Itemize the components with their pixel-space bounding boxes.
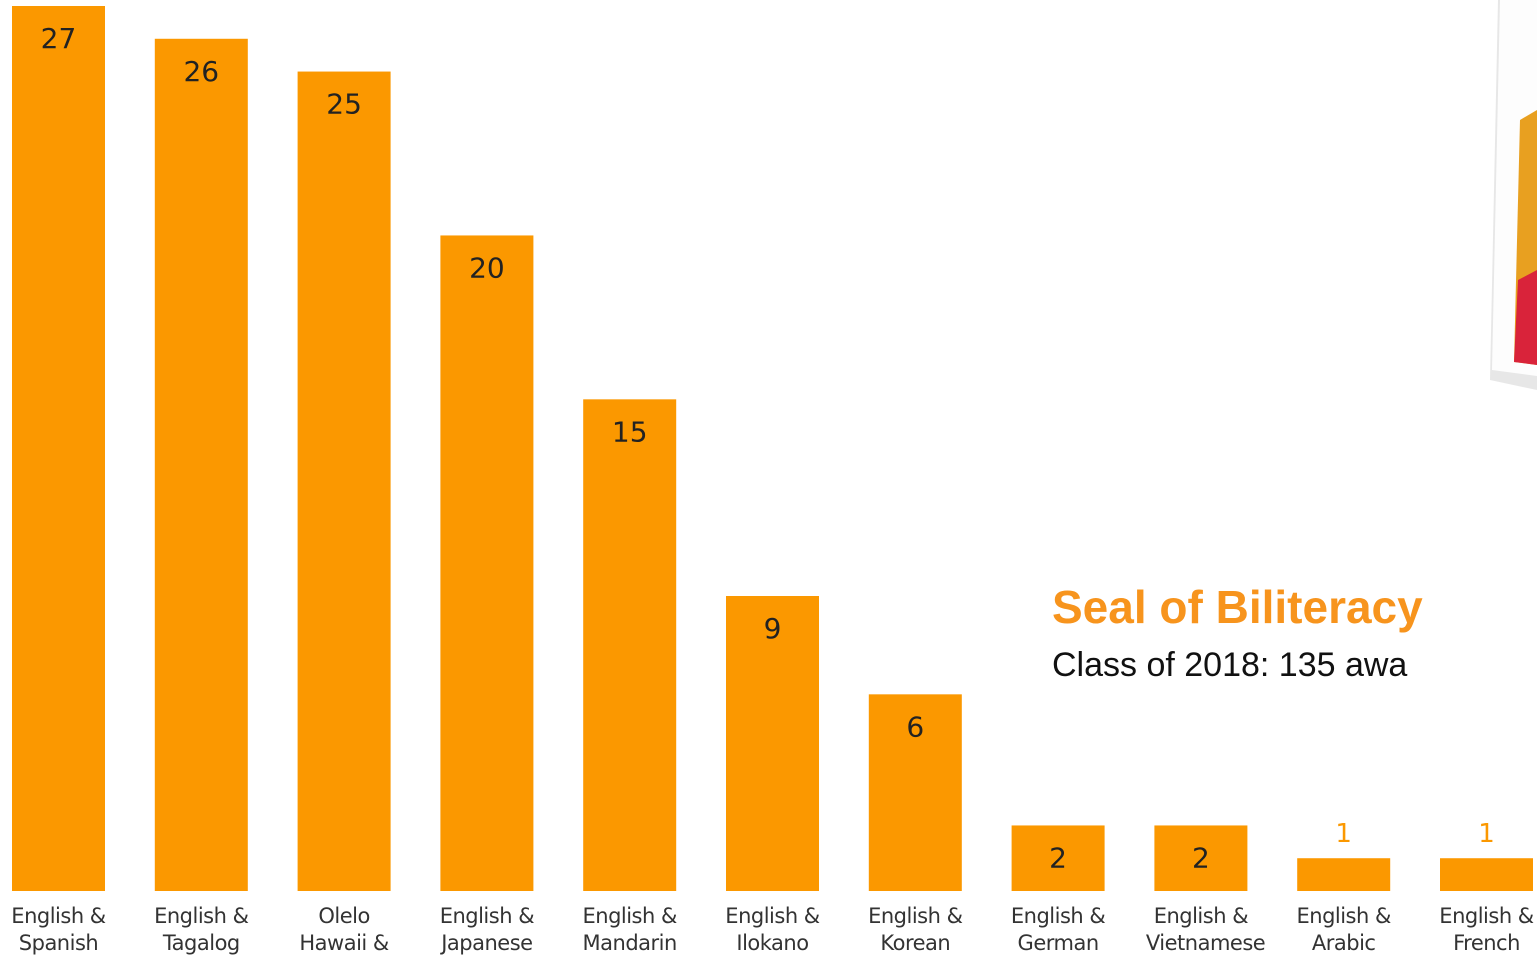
bar <box>440 235 534 891</box>
x-tick-label: English & Arabic <box>1296 904 1391 955</box>
x-tick-label: Olelo Hawaii & English <box>299 904 389 959</box>
value-label: 2 <box>1192 841 1210 874</box>
bar <box>1011 825 1105 891</box>
value-label: 26 <box>183 55 219 88</box>
bar <box>583 399 677 891</box>
bar <box>726 596 819 891</box>
x-tick-label: English & Mandarin <box>582 904 677 955</box>
bar <box>1297 858 1391 891</box>
bar <box>297 71 391 892</box>
bar <box>868 694 962 891</box>
value-label: 9 <box>764 612 782 645</box>
value-label: 1 <box>1478 819 1495 849</box>
value-label: 25 <box>326 88 362 121</box>
x-tick-label: English & Vietnamese <box>1145 904 1266 955</box>
photo-image-detail <box>1514 270 1537 365</box>
photo <box>1490 0 1537 390</box>
x-tick-label: English & German <box>1010 904 1106 955</box>
x-tick-label: English & French <box>1439 904 1534 955</box>
bar <box>1154 825 1248 891</box>
value-label: 2 <box>1049 841 1067 874</box>
chart-title: Seal of Biliteracy <box>1052 581 1423 633</box>
bar <box>154 38 248 892</box>
value-label: 27 <box>41 22 77 55</box>
x-tick-label: English & Tagalog <box>154 904 249 955</box>
bar <box>12 6 105 891</box>
x-tick-label: English & Korean <box>868 904 963 955</box>
x-tick-label: English & Japanese <box>439 904 535 955</box>
value-label: 15 <box>612 415 648 448</box>
value-label: 6 <box>906 710 924 743</box>
x-tick-label: English & Spanish <box>11 904 106 955</box>
bar <box>1440 858 1533 891</box>
x-tick-label: English & Ilokano <box>725 904 820 955</box>
value-label: 20 <box>469 251 505 284</box>
value-label: 1 <box>1335 819 1352 849</box>
chart-subtitle: Class of 2018: 135 awa <box>1052 646 1408 684</box>
